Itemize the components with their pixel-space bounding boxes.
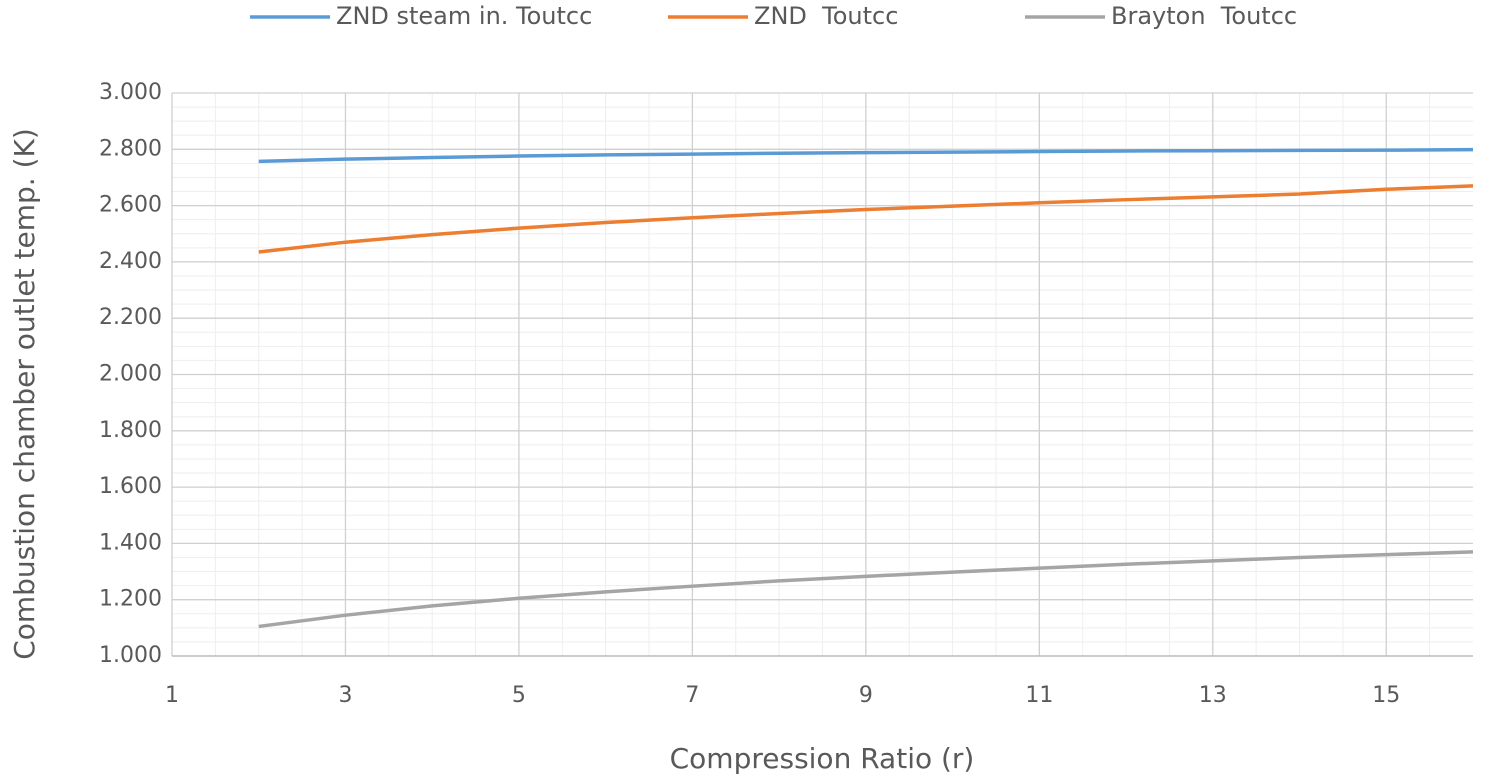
y-tick-label: 2.800: [99, 136, 162, 161]
y-axis-label: Combustion chamber outlet temp. (K): [8, 128, 41, 660]
y-tick-label: 2.200: [99, 305, 162, 330]
x-tick-label: 3: [338, 683, 352, 708]
series-line: [258, 147, 1474, 164]
y-tick-label: 2.000: [99, 362, 162, 387]
y-tick-label: 1.600: [99, 474, 162, 499]
y-tick-label: 1.200: [99, 587, 162, 612]
y-tick-label: 2.400: [99, 249, 162, 274]
y-tick-label: 1.000: [99, 643, 162, 668]
x-tick-label: 7: [685, 683, 699, 708]
legend-label: ZND Toutcc: [754, 2, 898, 30]
x-tick-label: 15: [1372, 683, 1400, 708]
x-tick-label: 13: [1199, 683, 1227, 708]
series-line: [258, 550, 1474, 629]
x-tick-label: 9: [859, 683, 873, 708]
y-tick-label: 1.400: [99, 530, 162, 555]
legend-label: Brayton Toutcc: [1111, 2, 1297, 30]
x-axis-label: Compression Ratio (r): [670, 742, 975, 775]
x-tick-label: 5: [512, 683, 526, 708]
legend-label: ZND steam in. Toutcc: [336, 2, 592, 30]
series-line: [258, 184, 1474, 254]
y-tick-label: 2.600: [99, 193, 162, 218]
x-tick-label: 1: [165, 683, 179, 708]
y-tick-label: 1.800: [99, 418, 162, 443]
x-tick-label: 11: [1025, 683, 1053, 708]
y-tick-label: 3.000: [99, 80, 162, 105]
